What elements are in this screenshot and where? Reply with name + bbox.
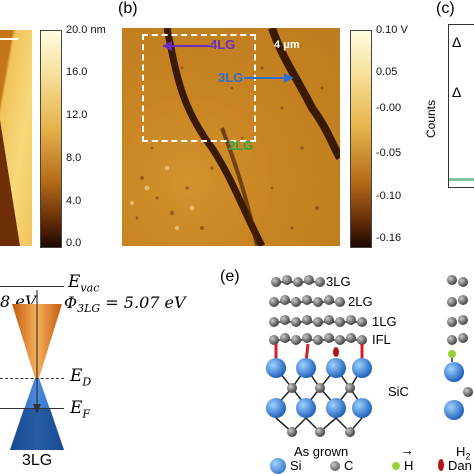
label-3lg: 3LG bbox=[218, 70, 244, 85]
label-4lg: 4LG bbox=[210, 37, 236, 52]
layer-label-3lg: 3LG bbox=[326, 274, 351, 289]
ed-label: ED bbox=[70, 366, 92, 389]
colorbar-tick: 0.10 V bbox=[376, 24, 408, 36]
graphene-layer-3lg bbox=[271, 275, 325, 287]
panel-b-kpfm-image: 4LG 3LG 2LG 4 μm bbox=[122, 28, 340, 246]
substrate-label: SiC bbox=[388, 384, 409, 399]
colorbar-tick: -0.00 bbox=[376, 102, 402, 114]
layer-label-1lg: 1LG bbox=[372, 314, 397, 329]
panel-d-ef-line bbox=[0, 408, 64, 409]
arrow-3lg-icon bbox=[244, 73, 294, 83]
panel-d-ed-line bbox=[0, 378, 64, 379]
c-legend-icon bbox=[330, 461, 340, 471]
colorbar-tick: 0.0 bbox=[66, 237, 82, 249]
colorbar-tick: 12.0 bbox=[66, 109, 88, 121]
evac-label: Evac bbox=[68, 272, 100, 295]
panel-c-plot-frame bbox=[448, 24, 474, 188]
panel-a-scale-line bbox=[0, 38, 18, 40]
colorbar-tick: -0.05 bbox=[376, 147, 402, 159]
h2-label: H2 bbox=[456, 444, 471, 462]
graphene-layer-ifl bbox=[269, 333, 367, 345]
si-atoms-row-1 bbox=[266, 358, 372, 378]
h2-structure-partial bbox=[444, 275, 473, 420]
colorbar-tick: -0.10 bbox=[376, 190, 402, 202]
colorbar-tick: 16.0 bbox=[66, 66, 88, 78]
dangling-legend-icon bbox=[438, 459, 444, 471]
panel-d-evac-line bbox=[0, 286, 64, 287]
scale-bar-label: 4 μm bbox=[274, 39, 300, 51]
h-legend-label: H bbox=[404, 458, 414, 473]
layer-label-ifl: IFL bbox=[372, 332, 391, 347]
panel-c-ylabel: Counts bbox=[424, 99, 439, 139]
c-atoms-row bbox=[287, 383, 355, 393]
dangling-legend-label: Dan bbox=[448, 458, 472, 473]
panel-e-label: (e) bbox=[220, 268, 240, 285]
colorbar-tick: 8.0 bbox=[66, 152, 82, 164]
as-grown-label: As grown bbox=[294, 444, 349, 459]
colorbar-tick: 20.0 nm bbox=[66, 24, 106, 36]
arrow-4lg-icon bbox=[162, 41, 210, 51]
colorbar-tick: -0.16 bbox=[376, 232, 402, 244]
panel-a-dark-region bbox=[0, 120, 20, 246]
panel-e-structure-diagram bbox=[266, 275, 473, 437]
panel-c-label: (c) bbox=[436, 0, 455, 17]
phi-3lg-label: Φ3LG = 5.07 eV bbox=[64, 293, 186, 316]
panel-d-bottom-label: 3LG bbox=[22, 452, 53, 469]
ef-label: EF bbox=[70, 398, 91, 421]
process-arrow-icon: → bbox=[400, 442, 414, 458]
colorbar-tick: 0.05 bbox=[376, 66, 398, 78]
layer-label-2lg: 2LG bbox=[348, 294, 373, 309]
panel-a-colorbar bbox=[40, 30, 62, 248]
dangling-bond-icon bbox=[333, 347, 339, 357]
c-legend-label: C bbox=[344, 458, 354, 473]
si-atoms-row-2 bbox=[266, 398, 372, 418]
label-2lg: 2LG bbox=[228, 138, 254, 153]
panel-b-dashed-region bbox=[142, 34, 256, 142]
panel-c-data-curve bbox=[449, 178, 474, 181]
graphene-layer-2lg bbox=[269, 295, 345, 307]
colorbar-tick: 4.0 bbox=[66, 195, 82, 207]
si-legend-label: Si bbox=[290, 458, 302, 473]
graphene-layer-1lg bbox=[269, 315, 367, 327]
h-legend-icon bbox=[392, 462, 400, 470]
si-legend-icon bbox=[270, 458, 286, 474]
panel-b-colorbar bbox=[350, 30, 372, 248]
panel-e-legend: Si C H Dan bbox=[268, 458, 474, 474]
panel-c-annotation: Δ bbox=[452, 34, 462, 50]
panel-b-label: (b) bbox=[118, 0, 138, 17]
panel-c-annotation: Δ bbox=[452, 84, 462, 100]
dirac-cone-diagram bbox=[10, 290, 64, 450]
